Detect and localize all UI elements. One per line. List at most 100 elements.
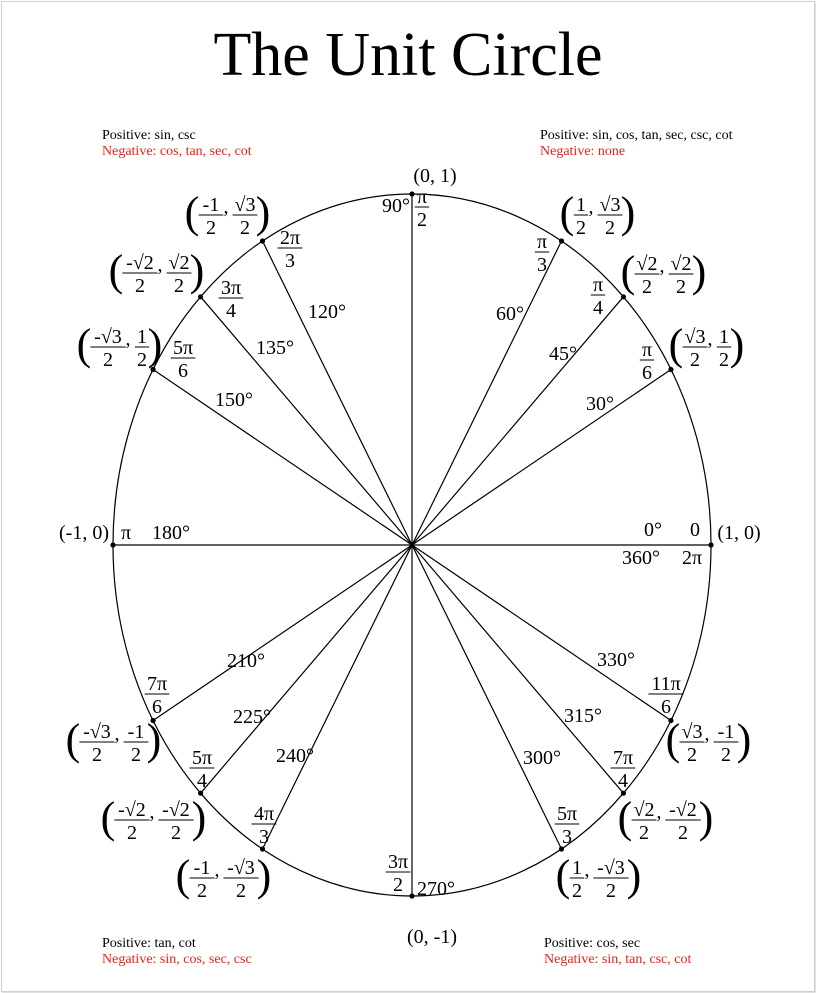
angle-45-point bbox=[620, 294, 627, 300]
angle-45-ray bbox=[411, 296, 624, 546]
angle-60-radian-label: π3 bbox=[534, 231, 550, 276]
angle-30-ray bbox=[411, 369, 672, 546]
angle-120-coordinate-y-numerator: √3 bbox=[235, 194, 256, 216]
angle-60-coordinate-close-paren: ) bbox=[621, 188, 636, 237]
angle-210-radian-label-numerator: 7π bbox=[147, 673, 167, 695]
angle-240-ray bbox=[261, 544, 413, 850]
angle-45-coordinate-x: √22 bbox=[634, 253, 660, 298]
angle-240-coordinate-x: -12 bbox=[189, 857, 215, 902]
angle-300-radian-label-denominator: 3 bbox=[562, 826, 572, 848]
angle-120-coordinate-open-paren: ( bbox=[185, 188, 200, 237]
angle-330-degree-label: 330° bbox=[597, 649, 635, 671]
angle-150-coordinate-y: 12 bbox=[134, 326, 150, 371]
angle-330-ray bbox=[411, 544, 672, 721]
angle-210-coordinate-open-paren: ( bbox=[66, 715, 81, 764]
angle-225-radian-label-numerator: 5π bbox=[192, 747, 212, 769]
angle-300-coordinate-x-numerator: 1 bbox=[572, 857, 582, 879]
angle-240-radian-label: 4π3 bbox=[251, 803, 277, 848]
angle-315-ray bbox=[411, 544, 624, 794]
angle-150-coordinate-comma: , bbox=[126, 328, 131, 350]
angle-300-coordinate-x-denominator: 2 bbox=[572, 880, 582, 902]
angle-90-radian-label: π2 bbox=[414, 186, 430, 231]
angle-30-radian-label-denominator: 6 bbox=[642, 362, 652, 384]
angle-60-coordinate-open-paren: ( bbox=[560, 188, 575, 237]
angle-225-coordinate-x-denominator: 2 bbox=[127, 822, 137, 844]
angle-135-coordinate-comma: , bbox=[158, 254, 163, 276]
angle-300-radian-label: 5π3 bbox=[554, 803, 580, 848]
angle-45-coordinate: () bbox=[621, 247, 707, 296]
angle-0-coordinate: (1, 0) bbox=[717, 522, 760, 544]
angle-150-radian-label-denominator: 6 bbox=[178, 360, 188, 382]
angle-315-coordinate-x-denominator: 2 bbox=[639, 822, 649, 844]
angle-360-radian-label: 2π bbox=[682, 547, 702, 569]
angle-45-coordinate-y-numerator: √2 bbox=[671, 253, 692, 275]
angle-330-coordinate-y: -12 bbox=[713, 721, 739, 766]
quadrant-4-negative: Negative: sin, tan, csc, cot bbox=[544, 952, 692, 967]
angle-120-coordinate-close-paren: ) bbox=[256, 188, 271, 237]
angle-240-coordinate-y: -√32 bbox=[223, 857, 259, 902]
angle-45-radian-label: π4 bbox=[590, 274, 606, 319]
angle-60-point bbox=[558, 238, 565, 244]
angle-300-radian-label-numerator: 5π bbox=[557, 803, 577, 825]
angle-300-coordinate-comma: , bbox=[585, 859, 590, 881]
angle-150-coordinate-x: -√32 bbox=[90, 326, 126, 371]
angle-240-coordinate-x-denominator: 2 bbox=[197, 880, 207, 902]
angle-135-radian-label: 3π4 bbox=[218, 277, 244, 322]
angle-30-coordinate-y-numerator: 1 bbox=[719, 326, 729, 348]
angle-120-coordinate-x-denominator: 2 bbox=[206, 217, 216, 239]
angle-360-degree-label: 360° bbox=[622, 547, 660, 569]
angle-120-ray bbox=[261, 240, 413, 546]
angle-90-radian-label-denominator: 2 bbox=[417, 209, 427, 231]
angle-45-coordinate-open-paren: ( bbox=[621, 247, 636, 296]
angle-300-degree-label: 300° bbox=[523, 747, 561, 769]
angle-120-coordinate-x-numerator: -1 bbox=[203, 194, 220, 216]
angle-30-coordinate-comma: , bbox=[708, 328, 713, 350]
angle-240-coordinate-open-paren: ( bbox=[176, 851, 191, 900]
angle-150-point bbox=[150, 366, 156, 373]
angle-225-coordinate-close-paren: ) bbox=[192, 793, 207, 842]
angle-330-radian-label-numerator: 11π bbox=[651, 673, 680, 695]
angle-225-coordinate-x-numerator: -√2 bbox=[118, 799, 146, 821]
angle-120-radian-label-numerator: 2π bbox=[280, 227, 300, 249]
quadrant-3-note: Positive: tan, cot Negative: sin, cos, s… bbox=[102, 936, 252, 968]
angle-60-coordinate-x: 12 bbox=[573, 194, 589, 239]
angle-90-radian-label-numerator: π bbox=[417, 186, 427, 208]
angle-135-coordinate-y-numerator: √2 bbox=[169, 252, 190, 274]
quadrant-1-positive: Positive: sin, cos, tan, sec, csc, cot bbox=[540, 128, 733, 143]
angle-135-radian-label-denominator: 4 bbox=[226, 300, 236, 322]
angle-225-coordinate: () bbox=[101, 793, 207, 842]
quadrant-4-positive: Positive: cos, sec bbox=[544, 936, 641, 951]
angle-240-point bbox=[259, 846, 266, 852]
angle-30-coordinate-close-paren: ) bbox=[730, 320, 745, 369]
angle-120-coordinate-y: √32 bbox=[232, 194, 258, 239]
angle-225-coordinate-x: -√22 bbox=[114, 799, 150, 844]
angle-120-coordinate-comma: , bbox=[224, 196, 229, 218]
quadrant-2-note: Positive: sin, csc Negative: cos, tan, s… bbox=[102, 128, 252, 160]
angle-240-coordinate-close-paren: ) bbox=[257, 851, 272, 900]
angle-315-coordinate-y: -√22 bbox=[665, 799, 701, 844]
angle-315-coordinate-open-paren: ( bbox=[618, 793, 633, 842]
angle-30-coordinate-open-paren: ( bbox=[669, 320, 684, 369]
angle-135-coordinate-x-numerator: -√2 bbox=[126, 252, 154, 274]
angle-270-degree-label: 270° bbox=[417, 878, 455, 900]
angle-240-radian-label-numerator: 4π bbox=[254, 803, 274, 825]
angle-135-point bbox=[197, 294, 204, 300]
angle-135-degree-label: 135° bbox=[256, 337, 294, 359]
angle-330-coordinate-x-numerator: √3 bbox=[682, 721, 703, 743]
angle-60-radian-label-denominator: 3 bbox=[537, 254, 547, 276]
angle-120-point bbox=[259, 238, 266, 244]
angle-225-radian-label: 5π4 bbox=[189, 747, 215, 792]
angle-210-radian-label: 7π6 bbox=[144, 673, 170, 718]
angle-240-radian-label-denominator: 3 bbox=[259, 826, 269, 848]
angle-30-degree-label: 30° bbox=[586, 393, 614, 415]
angle-210-coordinate-x-numerator: -√3 bbox=[83, 721, 111, 743]
angle-150-coordinate: () bbox=[77, 320, 163, 369]
angle-225-coordinate-comma: , bbox=[150, 801, 155, 823]
angle-315-coordinate-y-denominator: 2 bbox=[678, 822, 688, 844]
angle-225-coordinate-open-paren: ( bbox=[101, 793, 116, 842]
angle-135-coordinate-y-denominator: 2 bbox=[174, 275, 184, 297]
angle-330-coordinate-x: √32 bbox=[679, 721, 705, 766]
angle-150-coordinate-x-denominator: 2 bbox=[103, 349, 113, 371]
